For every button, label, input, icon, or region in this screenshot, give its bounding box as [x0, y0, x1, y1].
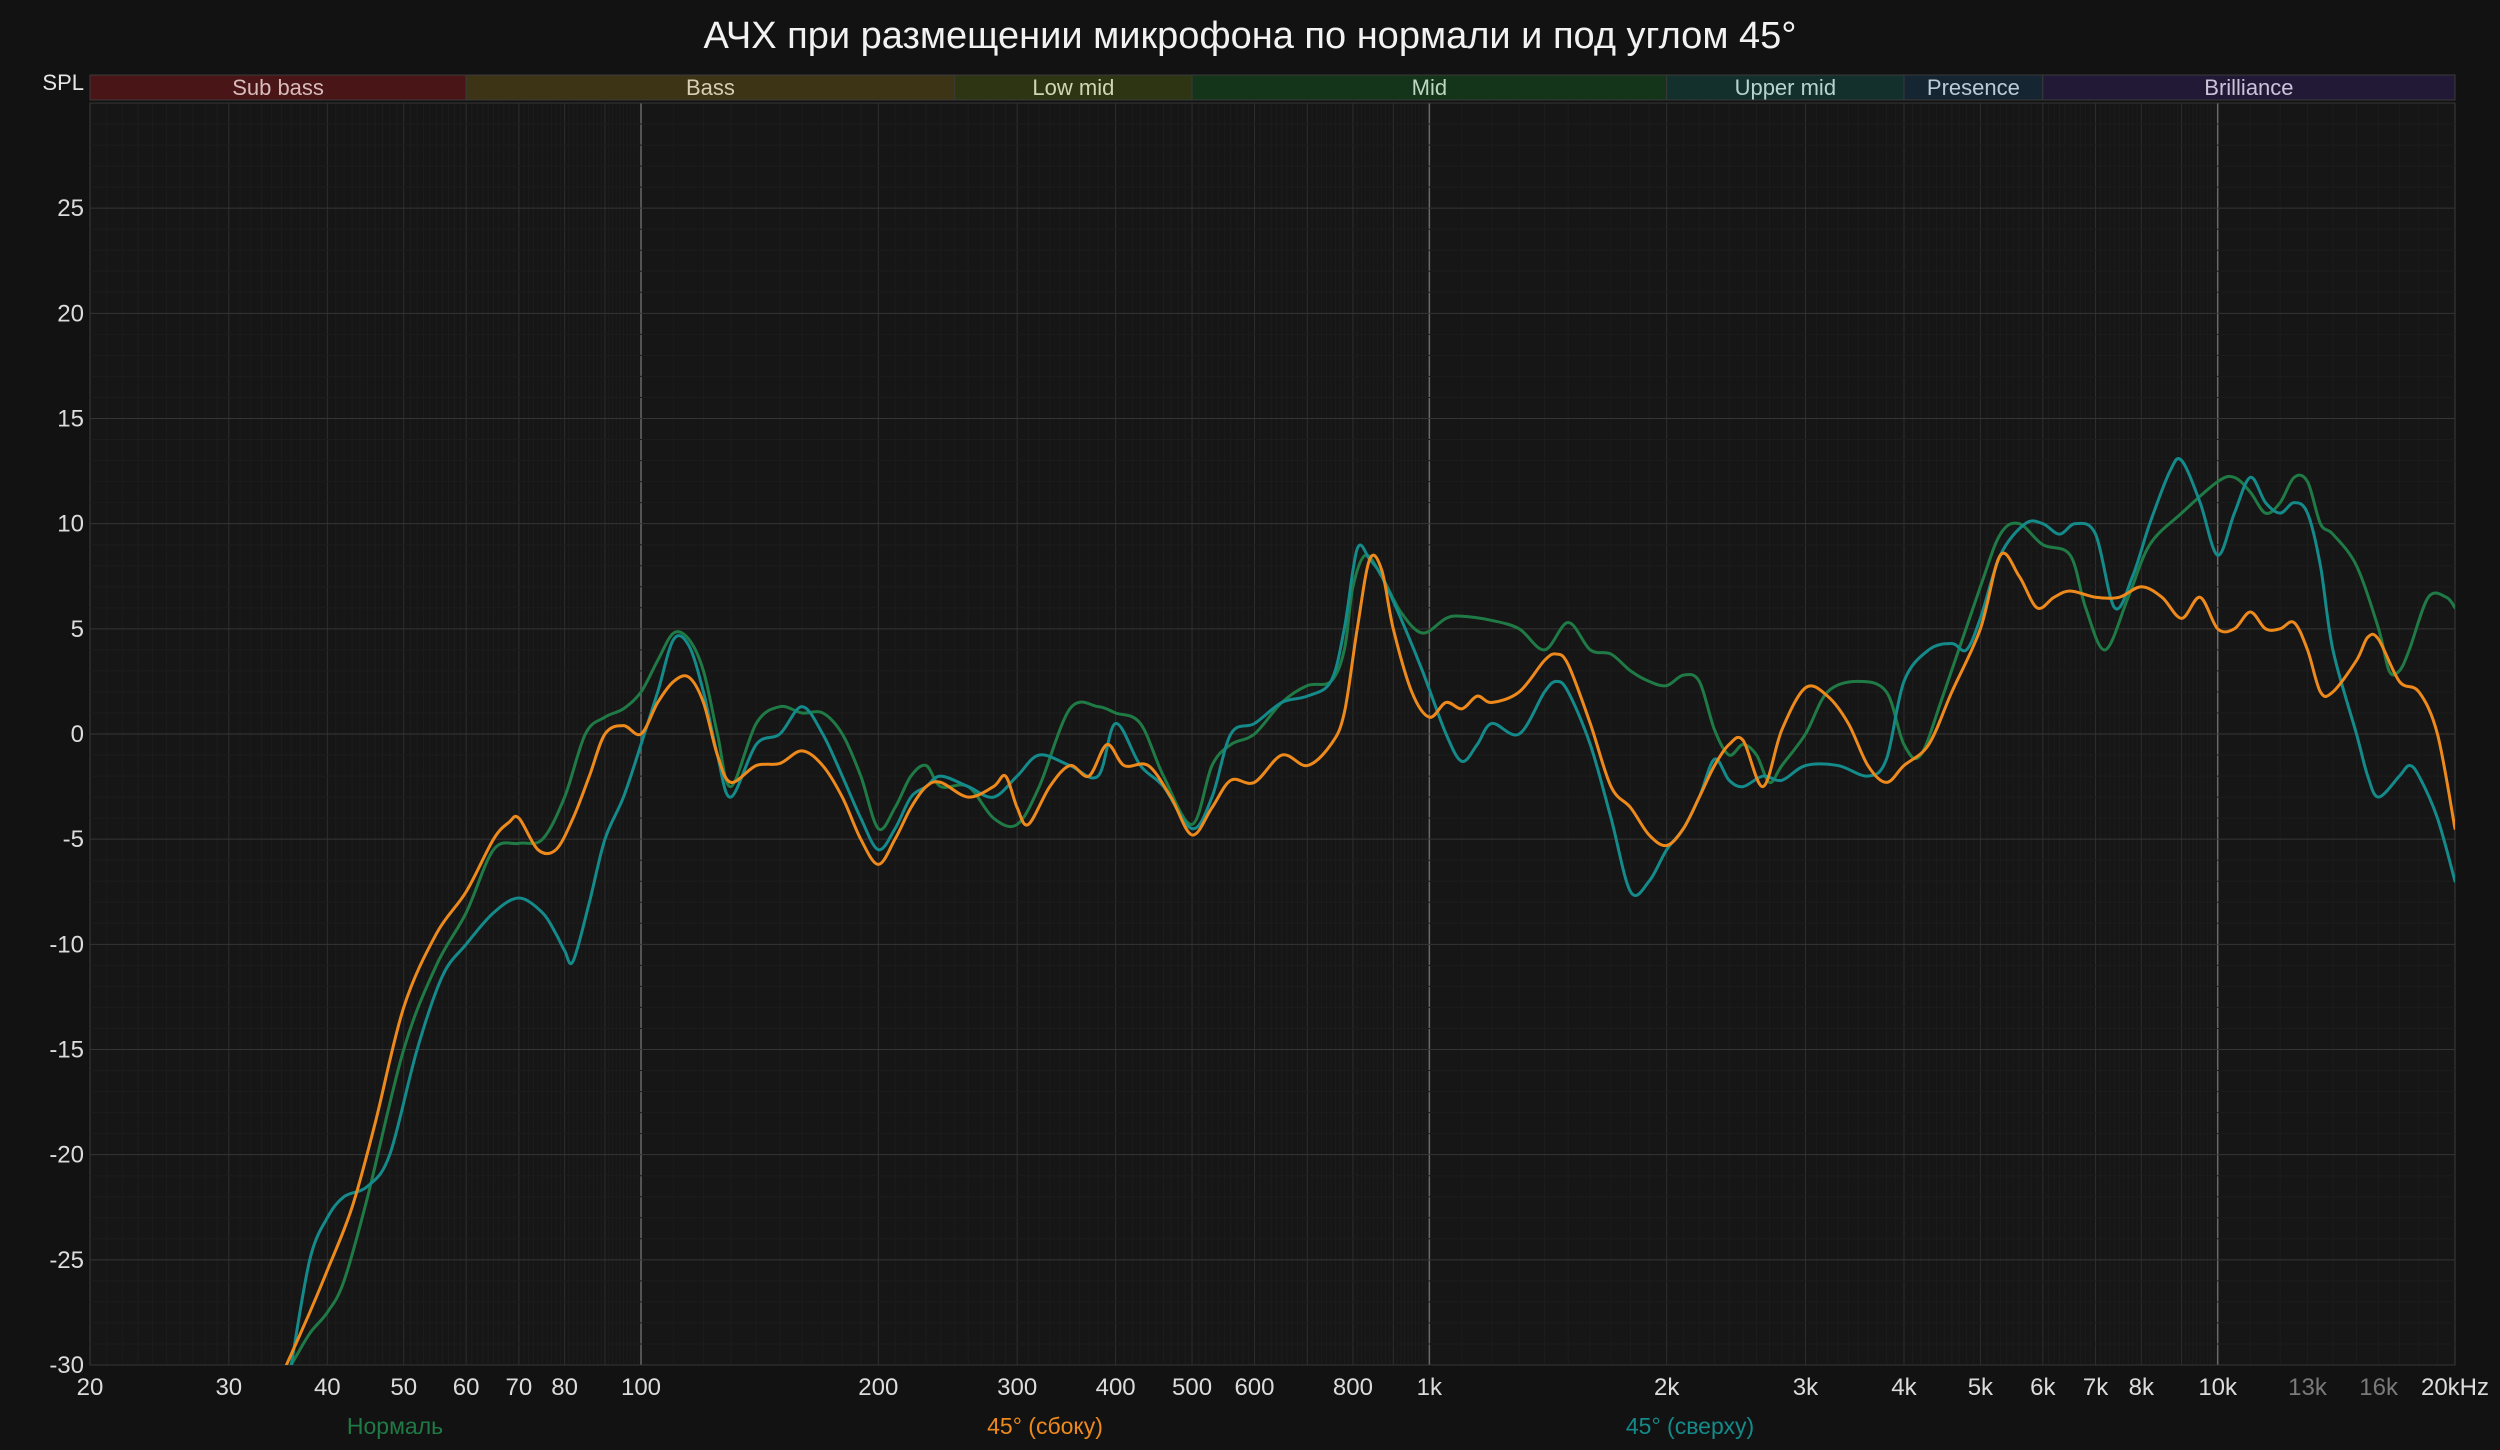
- x-tick-label: 50: [390, 1374, 417, 1401]
- y-tick-label: -5: [63, 826, 84, 853]
- y-tick-label: 0: [71, 721, 84, 748]
- x-tick-label: 400: [1096, 1374, 1136, 1401]
- axis-labels: -30 -25 -20 -15 -10 -5 0 5 10 15 20 25 20 30 40 50 60 70 8…: [49, 195, 2489, 1401]
- x-tick-label: 8k: [2129, 1374, 2155, 1401]
- legend-item: 45° (сбоку): [987, 1413, 1103, 1439]
- band-segment: [465, 74, 956, 101]
- y-tick-label: 5: [71, 616, 84, 643]
- x-tick-label: 300: [997, 1374, 1037, 1401]
- y-tick-label: -30: [49, 1352, 84, 1379]
- band-label: Mid: [1412, 75, 1447, 100]
- x-tick-label: 7k: [2083, 1374, 2109, 1401]
- chart-title: АЧХ при размещении микрофона по нормали …: [704, 15, 1797, 57]
- x-tick-label: 30: [215, 1374, 242, 1401]
- x-tick-label: 40: [314, 1374, 341, 1401]
- y-tick-label: 25: [57, 195, 84, 222]
- x-tick-label: 13k: [2288, 1374, 2328, 1401]
- x-tick-label: 70: [506, 1374, 533, 1401]
- y-tick-label: -25: [49, 1247, 84, 1274]
- legend: Нормаль 45° (сбоку) 45° (сверху): [347, 1413, 1754, 1439]
- y-tick-label: -15: [49, 1037, 84, 1064]
- band-segment: [1666, 74, 1905, 101]
- x-tick-label: 80: [551, 1374, 578, 1401]
- x-tick-label: 10k: [2198, 1374, 2238, 1401]
- x-tick-label: 60: [453, 1374, 480, 1401]
- band-segment: [2042, 74, 2456, 101]
- band-segment: [954, 74, 1193, 101]
- x-tick-label: 800: [1333, 1374, 1373, 1401]
- x-tick-label: 1k: [1417, 1374, 1443, 1401]
- band-label: Low mid: [1032, 75, 1114, 100]
- series-line-2: [289, 457, 2455, 1365]
- band-segment: [89, 74, 467, 101]
- y-tick-label: 20: [57, 300, 84, 327]
- x-tick-label: 16k: [2359, 1374, 2399, 1401]
- band-label: Presence: [1927, 75, 2020, 100]
- x-tick-label: 500: [1172, 1374, 1212, 1401]
- legend-item: 45° (сверху): [1626, 1413, 1754, 1439]
- x-tick-label: 600: [1234, 1374, 1274, 1401]
- series-line-1: [284, 551, 2455, 1365]
- x-tick-label: 2k: [1654, 1374, 1680, 1401]
- y-tick-label: -10: [49, 931, 84, 958]
- frequency-band-bar: Sub bass Bass Low mid Mid Upper mid Presence B…: [89, 74, 2456, 101]
- x-tick-label: 4k: [1891, 1374, 1917, 1401]
- band-segment: [1903, 74, 2044, 101]
- x-tick-label: 100: [621, 1374, 661, 1401]
- series-line-0: [289, 473, 2455, 1365]
- band-label: Bass: [686, 75, 735, 100]
- series-layer: [284, 457, 2455, 1365]
- y-axis-label: SPL: [42, 70, 84, 95]
- band-label: Sub bass: [232, 75, 324, 100]
- y-tick-label: 10: [57, 511, 84, 538]
- plot-grid: [89, 102, 2456, 1366]
- band-segment: [1191, 74, 1668, 101]
- x-tick-label: 6k: [2030, 1374, 2056, 1401]
- band-label: Brilliance: [2204, 75, 2293, 100]
- x-tick-label: 3k: [1793, 1374, 1819, 1401]
- legend-item: Нормаль: [347, 1413, 443, 1439]
- x-tick-label: 5k: [1968, 1374, 1994, 1401]
- x-tick-label: 200: [858, 1374, 898, 1401]
- x-tick-label: 20kHz: [2421, 1374, 2489, 1401]
- x-tick-label: 20: [77, 1374, 104, 1401]
- band-label: Upper mid: [1735, 75, 1836, 100]
- y-tick-label: 15: [57, 406, 84, 433]
- y-tick-label: -20: [49, 1142, 84, 1169]
